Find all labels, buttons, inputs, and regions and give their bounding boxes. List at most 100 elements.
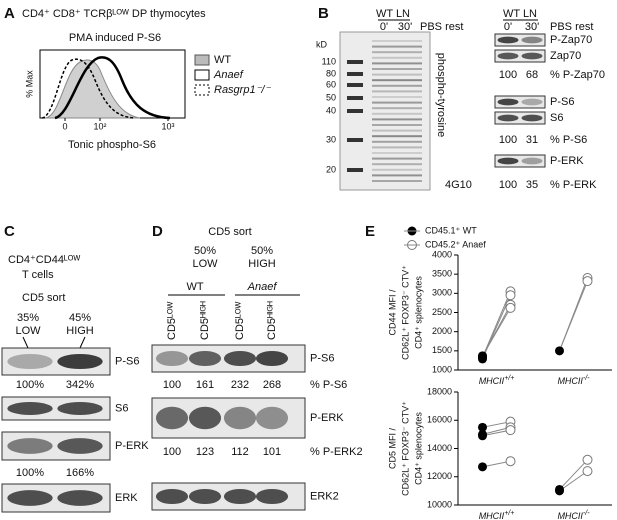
legend-label: CD45.2⁺ Anaef bbox=[425, 239, 486, 249]
smear-band bbox=[372, 180, 422, 182]
smear-band bbox=[372, 124, 422, 126]
band bbox=[7, 490, 53, 506]
pair-line bbox=[482, 307, 511, 357]
group-name: MHCII bbox=[557, 376, 583, 386]
rasgrp1-histogram bbox=[41, 58, 136, 119]
panel-label: E bbox=[365, 223, 375, 240]
y-axis-label: CD62L⁺ FOXP3⁻ CTV⁺ bbox=[400, 401, 410, 496]
marker-label: 80 bbox=[326, 68, 336, 78]
group-name: MHCII bbox=[479, 511, 505, 520]
smear-band bbox=[372, 96, 422, 98]
quant-value: 112 bbox=[231, 446, 249, 458]
lane-label: CD5ᴸᴼᵂ bbox=[234, 301, 246, 340]
ladder-band bbox=[347, 72, 363, 76]
marker-label: 40 bbox=[326, 105, 336, 115]
y-tick-label: 2000 bbox=[432, 326, 452, 336]
y-tick-label: 2500 bbox=[432, 307, 452, 317]
panel-a bbox=[39, 49, 210, 120]
band bbox=[155, 406, 189, 430]
wt-point bbox=[478, 431, 487, 441]
smear-band bbox=[372, 62, 422, 65]
smear-band bbox=[372, 107, 422, 110]
group-label: WT LN bbox=[376, 8, 410, 20]
group-label: WT LN bbox=[503, 8, 537, 20]
lane-label: CD5ᴸᴼᵂ bbox=[166, 301, 178, 340]
band bbox=[255, 406, 289, 430]
band bbox=[521, 36, 543, 44]
band bbox=[255, 350, 289, 367]
column-label: HIGH bbox=[66, 325, 94, 337]
lane-label: 0' bbox=[504, 21, 512, 33]
smear-band bbox=[372, 90, 422, 93]
band bbox=[57, 438, 103, 454]
wt-point bbox=[478, 422, 487, 432]
y-tick-label: 3500 bbox=[432, 269, 452, 279]
band-label: ERK2 bbox=[310, 490, 339, 502]
anaef-point bbox=[582, 454, 593, 465]
column-label: 35% bbox=[17, 312, 39, 324]
smear-band bbox=[372, 152, 422, 154]
quant-value: 100 bbox=[499, 179, 517, 191]
y-tick-label: 12000 bbox=[427, 471, 452, 481]
quant-label: % P-S6 bbox=[550, 134, 587, 146]
lane-label: 0' bbox=[380, 21, 388, 33]
wt-point bbox=[555, 486, 564, 496]
ladder-band bbox=[347, 96, 363, 100]
x-tick-label: 0 bbox=[62, 121, 67, 131]
band bbox=[223, 406, 257, 430]
smear-band bbox=[372, 73, 422, 76]
column-label: LOW bbox=[192, 258, 218, 270]
group-label: Anaef bbox=[247, 281, 278, 293]
lane-label: CD5ᴴᴵᴳᴴ bbox=[199, 301, 211, 340]
smear-band bbox=[372, 56, 422, 59]
blot bbox=[1, 347, 111, 376]
smear-band bbox=[372, 157, 422, 160]
panel-label: B bbox=[318, 5, 329, 22]
y-axis-label: % Max bbox=[24, 70, 34, 98]
population-label: T cells bbox=[22, 269, 54, 281]
band bbox=[255, 488, 289, 505]
band-label: S6 bbox=[115, 402, 128, 414]
anaef-point bbox=[505, 425, 516, 436]
anaef-point bbox=[582, 466, 593, 477]
y-tick-label: 3000 bbox=[432, 288, 452, 298]
band bbox=[57, 402, 103, 415]
group-label: MHCII-/- bbox=[557, 375, 590, 387]
band bbox=[188, 488, 222, 505]
column-label: HIGH bbox=[248, 258, 276, 270]
band bbox=[7, 438, 53, 454]
legend-swatch bbox=[194, 84, 210, 96]
anaef-histogram bbox=[54, 56, 171, 120]
group-sup: -/- bbox=[583, 510, 590, 517]
band-label: Zap70 bbox=[550, 50, 581, 62]
band bbox=[57, 353, 103, 370]
stain-label: phospho-tyrosine bbox=[435, 53, 447, 137]
wt-point bbox=[555, 346, 564, 356]
y-axis-label: CD4⁺ splenocytes bbox=[413, 276, 423, 349]
marker-label: 50 bbox=[326, 92, 336, 102]
smear-band bbox=[372, 146, 422, 149]
quant-value: 100 bbox=[163, 379, 181, 391]
smear-band bbox=[372, 163, 422, 166]
marker-label: 30 bbox=[326, 134, 336, 144]
anaef-point bbox=[505, 456, 516, 467]
panel-title: CD4⁺ CD8⁺ TCRβᴸᴼᵂ DP thymocytes bbox=[22, 8, 206, 20]
y-tick-label: 4000 bbox=[432, 249, 452, 259]
smear-band bbox=[372, 174, 422, 177]
population-label: CD4⁺CD44ᴸᴼᵂ bbox=[8, 254, 80, 266]
column-label: 45% bbox=[69, 312, 91, 324]
y-tick-label: 1500 bbox=[432, 345, 452, 355]
smear-band bbox=[372, 140, 422, 143]
sort-label: CD5 sort bbox=[22, 292, 65, 304]
smear-band bbox=[372, 118, 422, 121]
quant-value: 35 bbox=[526, 179, 538, 191]
band bbox=[497, 114, 519, 122]
legend-swatch bbox=[194, 69, 210, 81]
quant-value: 100% bbox=[16, 467, 44, 479]
legend-label: Anaef bbox=[213, 69, 244, 81]
smear-band bbox=[372, 51, 422, 54]
group-label: MHCII+/+ bbox=[479, 510, 515, 520]
band bbox=[521, 98, 543, 106]
marker-label: 20 bbox=[326, 164, 336, 174]
